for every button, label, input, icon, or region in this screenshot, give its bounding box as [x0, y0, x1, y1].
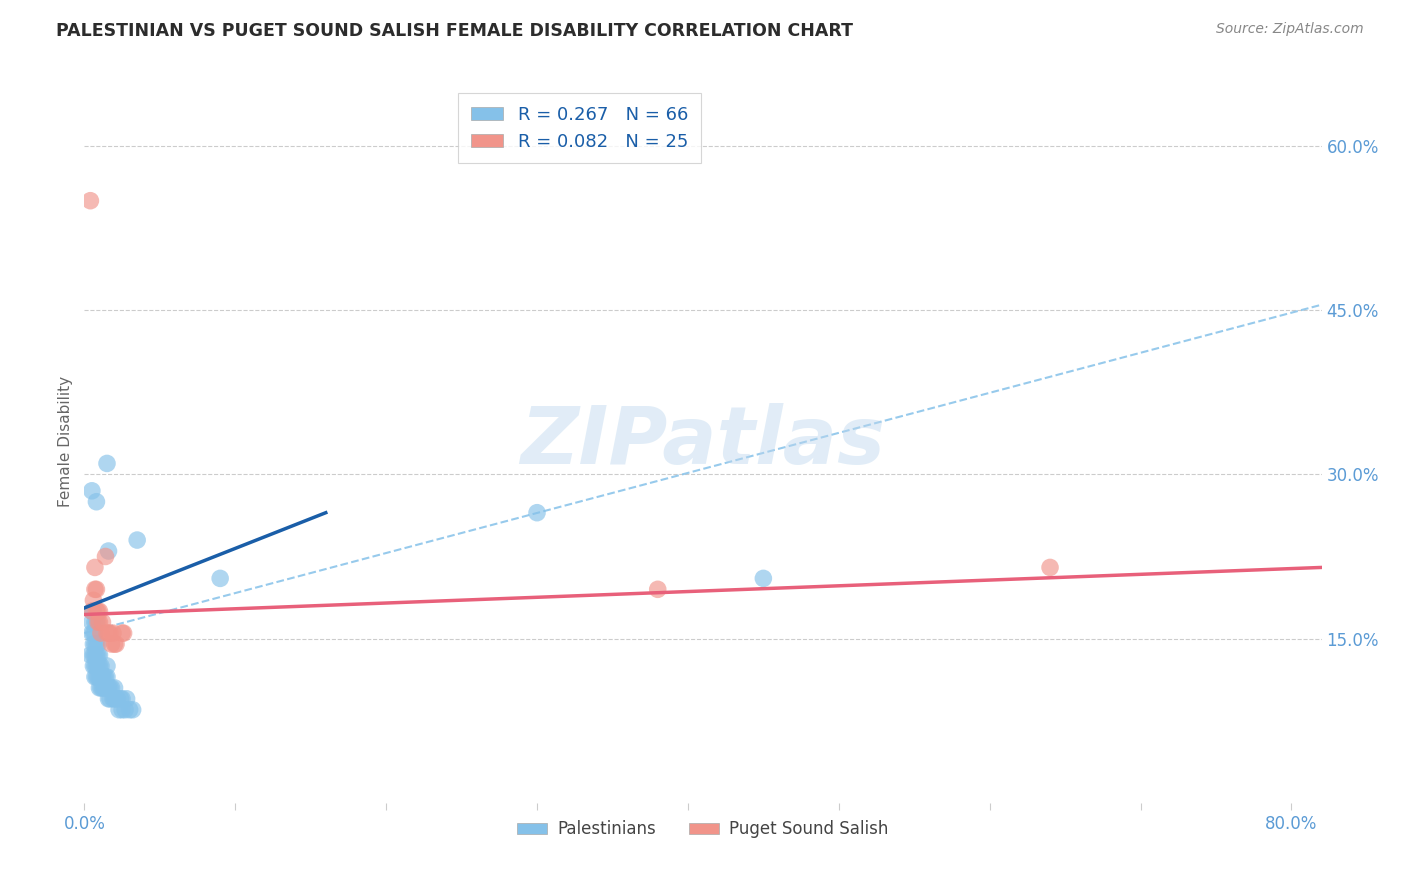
Point — [89, 670, 111, 684]
Point — [86, 659, 108, 673]
Point — [82, 593, 104, 607]
Point — [84, 626, 107, 640]
Point — [103, 637, 125, 651]
Point — [96, 659, 118, 673]
Point — [87, 659, 110, 673]
Point — [90, 681, 112, 695]
Point — [84, 582, 107, 597]
Point — [100, 681, 122, 695]
Point — [111, 626, 134, 640]
Point — [86, 494, 108, 508]
Point — [80, 626, 103, 640]
Point — [94, 681, 117, 695]
Point — [82, 637, 104, 651]
Point — [87, 604, 110, 618]
Point — [105, 637, 128, 651]
Point — [84, 648, 107, 662]
Point — [80, 604, 103, 618]
Point — [94, 549, 117, 564]
Point — [86, 582, 108, 597]
Y-axis label: Female Disability: Female Disability — [58, 376, 73, 508]
Point — [82, 659, 104, 673]
Point — [86, 648, 108, 662]
Point — [84, 615, 107, 630]
Point — [82, 648, 104, 662]
Point — [93, 670, 115, 684]
Point — [101, 691, 124, 706]
Point — [90, 670, 112, 684]
Point — [96, 670, 118, 684]
Point — [97, 626, 120, 640]
Point — [89, 615, 111, 630]
Point — [87, 637, 110, 651]
Text: Source: ZipAtlas.com: Source: ZipAtlas.com — [1216, 22, 1364, 37]
Point — [108, 703, 131, 717]
Point — [84, 560, 107, 574]
Point — [103, 681, 125, 695]
Point — [114, 703, 136, 717]
Point — [105, 691, 128, 706]
Point — [94, 670, 117, 684]
Point — [752, 571, 775, 585]
Point — [84, 637, 107, 651]
Point — [96, 626, 118, 640]
Point — [84, 670, 107, 684]
Point — [101, 626, 124, 640]
Point — [90, 659, 112, 673]
Point — [96, 681, 118, 695]
Point — [103, 691, 125, 706]
Point — [86, 637, 108, 651]
Point — [87, 670, 110, 684]
Point — [93, 681, 115, 695]
Point — [112, 626, 135, 640]
Point — [526, 506, 548, 520]
Point — [127, 533, 149, 547]
Point — [97, 681, 120, 695]
Point — [98, 626, 121, 640]
Point — [80, 483, 103, 498]
Point — [82, 626, 104, 640]
Point — [86, 604, 108, 618]
Point — [118, 703, 141, 717]
Text: ZIPatlas: ZIPatlas — [520, 402, 886, 481]
Point — [89, 604, 111, 618]
Point — [91, 670, 114, 684]
Point — [98, 691, 121, 706]
Point — [79, 194, 101, 208]
Point — [79, 648, 101, 662]
Point — [1039, 560, 1062, 574]
Point — [97, 691, 120, 706]
Point — [111, 703, 134, 717]
Point — [110, 691, 132, 706]
Point — [111, 691, 134, 706]
Point — [647, 582, 669, 597]
Point — [86, 615, 108, 630]
Point — [107, 691, 129, 706]
Text: PALESTINIAN VS PUGET SOUND SALISH FEMALE DISABILITY CORRELATION CHART: PALESTINIAN VS PUGET SOUND SALISH FEMALE… — [56, 22, 853, 40]
Point — [89, 648, 111, 662]
Legend: Palestinians, Puget Sound Salish: Palestinians, Puget Sound Salish — [510, 814, 896, 845]
Point — [87, 615, 110, 630]
Point — [100, 637, 122, 651]
Point — [115, 691, 138, 706]
Point — [98, 681, 121, 695]
Point — [97, 544, 120, 558]
Point — [80, 604, 103, 618]
Point — [209, 571, 232, 585]
Point — [121, 703, 143, 717]
Point — [84, 659, 107, 673]
Point — [89, 659, 111, 673]
Point — [91, 615, 114, 630]
Point — [86, 670, 108, 684]
Point — [80, 615, 103, 630]
Point — [96, 457, 118, 471]
Point — [91, 681, 114, 695]
Point — [82, 604, 104, 618]
Point — [90, 626, 112, 640]
Point — [89, 681, 111, 695]
Point — [87, 648, 110, 662]
